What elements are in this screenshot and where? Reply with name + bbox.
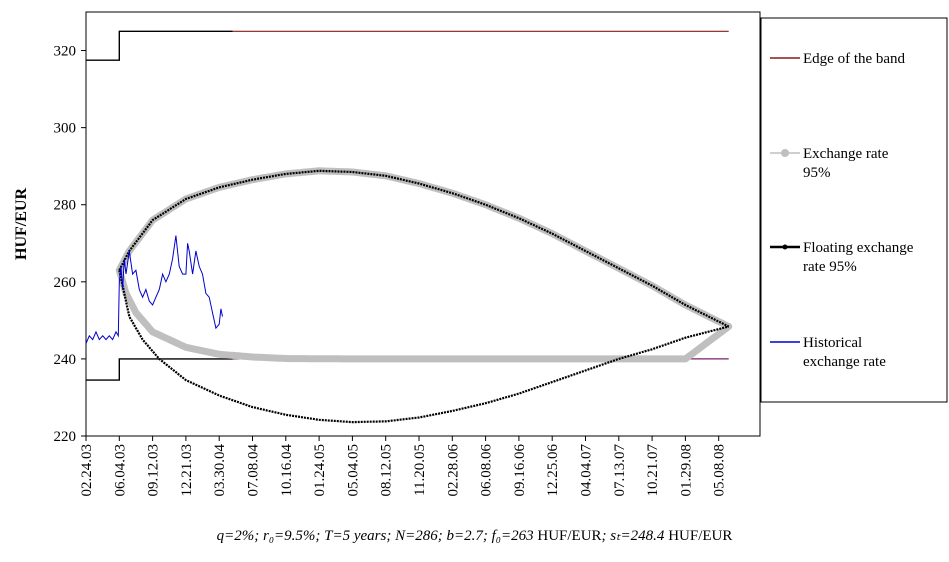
legend-label: Historical exchange rate: [803, 335, 886, 370]
y-axis-label: HUF/EUR: [13, 188, 30, 260]
floating-rate-95-upper: [118, 169, 730, 328]
x-tick-label: 06.04.03: [112, 444, 128, 497]
caption-params: q=2%; r₀=9.5%; T=5 years; N=286; b=2.7; …: [216, 528, 534, 544]
caption-unit-2: HUF/EUR: [664, 528, 733, 544]
caption-unit-1: HUF/EUR: [533, 528, 602, 544]
x-tick-label: 05.08.08: [712, 444, 728, 497]
plot-area-frame: [85, 11, 761, 437]
x-tick-label: 07.08.04: [246, 444, 262, 497]
x-tick-label: 12.25.06: [545, 444, 561, 497]
x-tick-label: 07.13.07: [612, 444, 628, 497]
legend-marker: [781, 149, 789, 157]
x-tick-label: 04.04.07: [579, 444, 595, 497]
legend-label-line: exchange rate: [803, 354, 886, 370]
x-tick-label: 01.29.08: [678, 444, 694, 497]
x-tick-label: 01.24.05: [312, 444, 328, 497]
historical-exchange-rate-line: [85, 235, 223, 344]
exchange-rate-95-lower: [115, 266, 733, 363]
caption-terminal: ; sₜ=248.4: [601, 528, 665, 544]
legend-label: Exchange rate 95%: [803, 146, 889, 181]
x-tick-label: 06.08.06: [479, 444, 495, 497]
x-tick-label: 10.16.04: [279, 444, 295, 497]
legend-label-line: Edge of the band: [803, 51, 906, 67]
x-tick-label: 03.30.04: [212, 444, 228, 497]
legend-label-line: 95%: [803, 165, 831, 181]
band-edge-step-upper: [86, 30, 233, 61]
y-tick-label: 240: [54, 352, 77, 368]
y-tick-label: 220: [54, 429, 77, 445]
legend-label-line: Floating exchange: [803, 240, 914, 256]
legend-label: Floating exchange rate 95%: [803, 240, 914, 275]
legend-marker: [782, 244, 788, 250]
y-tick-label: 260: [54, 275, 77, 291]
x-tick-label: 10.21.07: [645, 444, 661, 497]
y-tick-label: 320: [54, 44, 77, 60]
floating-rate-95-lower: [118, 270, 729, 424]
x-tick-label: 12.21.03: [179, 444, 195, 497]
legend-label-line: rate 95%: [803, 259, 857, 275]
x-tick-label: 08.12.05: [379, 444, 395, 497]
x-tick-label: 02.28.06: [445, 444, 461, 497]
legend-label-line: Historical: [803, 335, 862, 351]
x-tick-label: 09.16.06: [512, 444, 528, 497]
y-tick-label: 300: [54, 121, 77, 137]
chart: 220 240 260 280 300 320 02.24.03 06.04.03 09.12.…: [13, 11, 948, 497]
chart-caption: q=2%; r₀=9.5%; T=5 years; N=286; b=2.7; …: [0, 526, 949, 545]
x-tick-label: 02.24.03: [79, 444, 95, 497]
x-tick-label: 05.04.05: [345, 444, 361, 497]
legend-label: Edge of the band: [803, 51, 906, 67]
y-tick-label: 280: [54, 198, 77, 214]
x-tick-label: 09.12.03: [146, 444, 162, 497]
legend-label-line: Exchange rate: [803, 146, 889, 162]
band-edge-step-lower: [86, 358, 233, 381]
x-tick-label: 11.20.05: [412, 444, 428, 496]
legend-box: [760, 17, 948, 403]
